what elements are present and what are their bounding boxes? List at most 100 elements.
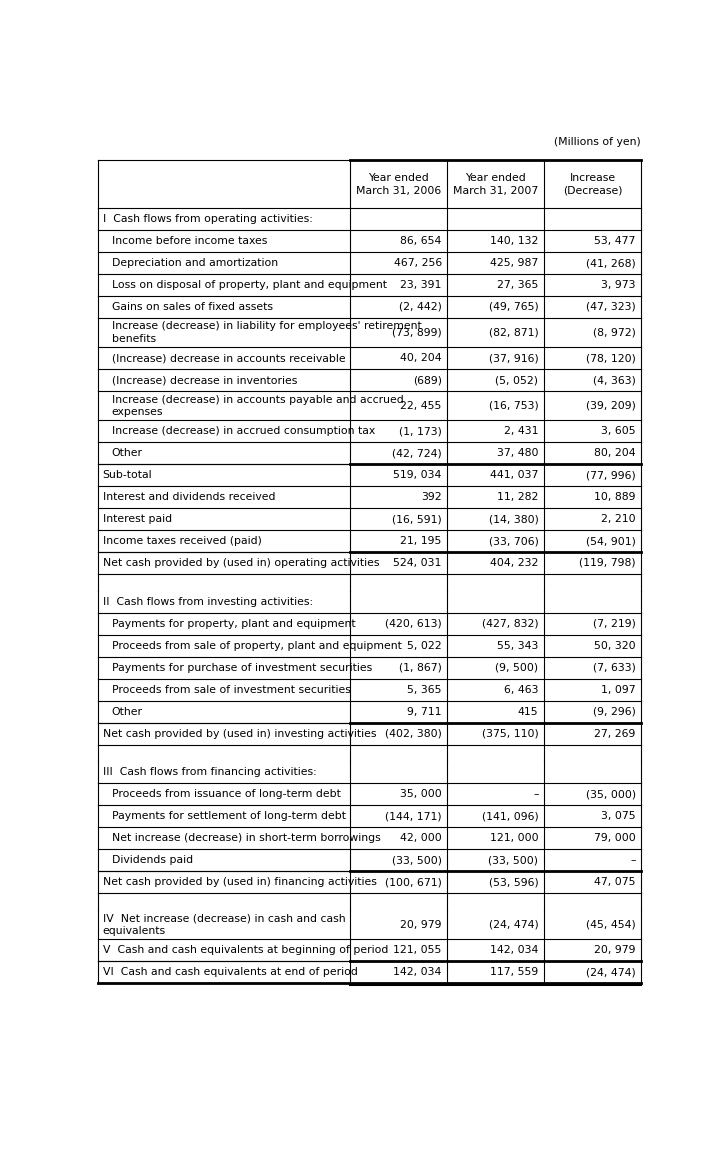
Text: 121, 000: 121, 000 (490, 833, 539, 843)
Text: (375, 110): (375, 110) (482, 729, 539, 738)
Text: II  Cash flows from investing activities:: II Cash flows from investing activities: (102, 597, 313, 606)
Text: Depreciation and amortization: Depreciation and amortization (112, 258, 278, 268)
Text: Gains on sales of fixed assets: Gains on sales of fixed assets (112, 301, 273, 312)
Text: (33, 500): (33, 500) (489, 856, 539, 865)
Text: 519, 034: 519, 034 (394, 470, 442, 481)
Text: (9, 296): (9, 296) (593, 707, 636, 717)
Text: 55, 343: 55, 343 (497, 640, 539, 651)
Text: (144, 171): (144, 171) (385, 811, 442, 822)
Text: 86, 654: 86, 654 (400, 236, 442, 246)
Text: (402, 380): (402, 380) (385, 729, 442, 738)
Text: 117, 559: 117, 559 (490, 967, 539, 978)
Text: Sub-total: Sub-total (102, 470, 152, 481)
Text: (4, 363): (4, 363) (593, 375, 636, 385)
Text: I  Cash flows from operating activities:: I Cash flows from operating activities: (102, 214, 312, 225)
Text: Net cash provided by (used in) investing activities: Net cash provided by (used in) investing… (102, 729, 376, 738)
Text: 140, 132: 140, 132 (490, 236, 539, 246)
Text: (2, 442): (2, 442) (399, 301, 442, 312)
Text: 11, 282: 11, 282 (497, 492, 539, 502)
Text: 121, 055: 121, 055 (394, 945, 442, 956)
Text: 37, 480: 37, 480 (497, 448, 539, 459)
Text: 20, 979: 20, 979 (594, 945, 636, 956)
Text: 1, 097: 1, 097 (601, 684, 636, 695)
Text: Other: Other (112, 448, 143, 459)
Text: Net cash provided by (used in) financing activities: Net cash provided by (used in) financing… (102, 878, 376, 887)
Text: Loss on disposal of property, plant and equipment: Loss on disposal of property, plant and … (112, 281, 387, 290)
Text: (82, 871): (82, 871) (489, 327, 539, 338)
Text: Increase (decrease) in liability for employees' retirement
benefits: Increase (decrease) in liability for emp… (112, 321, 422, 343)
Text: Year ended
March 31, 2007: Year ended March 31, 2007 (453, 172, 538, 196)
Text: (7, 219): (7, 219) (593, 619, 636, 629)
Text: Payments for purchase of investment securities: Payments for purchase of investment secu… (112, 662, 372, 673)
Text: (35, 000): (35, 000) (585, 789, 636, 800)
Text: Net increase (decrease) in short-term borrowings: Net increase (decrease) in short-term bo… (112, 833, 381, 843)
Text: 50, 320: 50, 320 (594, 640, 636, 651)
Text: Payments for settlement of long-term debt: Payments for settlement of long-term deb… (112, 811, 346, 822)
Text: IV  Net increase (decrease) in cash and cash
equivalents: IV Net increase (decrease) in cash and c… (102, 914, 345, 936)
Text: Increase (decrease) in accounts payable and accrued
expenses: Increase (decrease) in accounts payable … (112, 395, 404, 417)
Text: 80, 204: 80, 204 (594, 448, 636, 459)
Text: Increase
(Decrease): Increase (Decrease) (563, 172, 622, 196)
Text: Proceeds from issuance of long-term debt: Proceeds from issuance of long-term debt (112, 789, 341, 800)
Text: 35, 000: 35, 000 (400, 789, 442, 800)
Text: Other: Other (112, 707, 143, 717)
Text: (77, 996): (77, 996) (586, 470, 636, 481)
Text: 47, 075: 47, 075 (594, 878, 636, 887)
Text: Payments for property, plant and equipment: Payments for property, plant and equipme… (112, 619, 355, 629)
Text: (73, 899): (73, 899) (392, 327, 442, 338)
Text: (7, 633): (7, 633) (593, 662, 636, 673)
Text: Increase (decrease) in accrued consumption tax: Increase (decrease) in accrued consumpti… (112, 426, 375, 436)
Text: 415: 415 (518, 707, 539, 717)
Text: (53, 596): (53, 596) (489, 878, 539, 887)
Text: 27, 365: 27, 365 (497, 281, 539, 290)
Text: 467, 256: 467, 256 (394, 258, 442, 268)
Text: (33, 500): (33, 500) (392, 856, 442, 865)
Text: (14, 380): (14, 380) (489, 514, 539, 524)
Text: (119, 798): (119, 798) (579, 558, 636, 568)
Text: (24, 474): (24, 474) (489, 920, 539, 930)
Text: (54, 901): (54, 901) (586, 537, 636, 546)
Text: 22, 455: 22, 455 (400, 400, 442, 411)
Text: (Millions of yen): (Millions of yen) (554, 137, 641, 148)
Text: III  Cash flows from financing activities:: III Cash flows from financing activities… (102, 767, 317, 778)
Text: (41, 268): (41, 268) (586, 258, 636, 268)
Text: (141, 096): (141, 096) (482, 811, 539, 822)
Text: Proceeds from sale of investment securities: Proceeds from sale of investment securit… (112, 684, 350, 695)
Text: (689): (689) (413, 375, 442, 385)
Text: Proceeds from sale of property, plant and equipment: Proceeds from sale of property, plant an… (112, 640, 402, 651)
Text: (Increase) decrease in inventories: (Increase) decrease in inventories (112, 375, 297, 385)
Text: Income before income taxes: Income before income taxes (112, 236, 267, 246)
Text: (Increase) decrease in accounts receivable: (Increase) decrease in accounts receivab… (112, 353, 345, 363)
Text: 40, 204: 40, 204 (400, 353, 442, 363)
Text: 392: 392 (421, 492, 442, 502)
Text: 524, 031: 524, 031 (394, 558, 442, 568)
Text: 23, 391: 23, 391 (400, 281, 442, 290)
Text: 42, 000: 42, 000 (400, 833, 442, 843)
Text: (8, 972): (8, 972) (593, 327, 636, 338)
Text: –: – (630, 856, 636, 865)
Text: (1, 173): (1, 173) (399, 426, 442, 436)
Text: (16, 753): (16, 753) (489, 400, 539, 411)
Text: 425, 987: 425, 987 (490, 258, 539, 268)
Text: (33, 706): (33, 706) (489, 537, 539, 546)
Text: (1, 867): (1, 867) (399, 662, 442, 673)
Text: 10, 889: 10, 889 (594, 492, 636, 502)
Text: Net cash provided by (used in) operating activities: Net cash provided by (used in) operating… (102, 558, 379, 568)
Text: 21, 195: 21, 195 (400, 537, 442, 546)
Text: (427, 832): (427, 832) (482, 619, 539, 629)
Text: Interest paid: Interest paid (102, 514, 172, 524)
Text: 404, 232: 404, 232 (490, 558, 539, 568)
Text: 441, 037: 441, 037 (490, 470, 539, 481)
Text: Dividends paid: Dividends paid (112, 856, 193, 865)
Text: 20, 979: 20, 979 (400, 920, 442, 930)
Text: 3, 075: 3, 075 (601, 811, 636, 822)
Text: 2, 431: 2, 431 (504, 426, 539, 436)
Text: (78, 120): (78, 120) (586, 353, 636, 363)
Text: 142, 034: 142, 034 (394, 967, 442, 978)
Text: 5, 022: 5, 022 (407, 640, 442, 651)
Text: 6, 463: 6, 463 (504, 684, 539, 695)
Text: Year ended
March 31, 2006: Year ended March 31, 2006 (356, 172, 441, 196)
Text: (5, 052): (5, 052) (495, 375, 539, 385)
Text: (39, 209): (39, 209) (586, 400, 636, 411)
Text: 9, 711: 9, 711 (407, 707, 442, 717)
